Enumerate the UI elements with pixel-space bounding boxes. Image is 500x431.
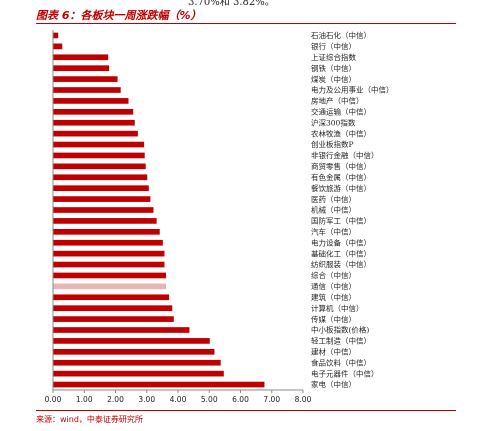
x-tick-label: 2.00 — [107, 395, 124, 404]
category-label: 电力及公用事业（中信） — [311, 85, 394, 95]
category-label: 非银行金融（中信） — [311, 150, 379, 160]
bar — [53, 185, 149, 192]
bar — [53, 338, 210, 344]
bar — [53, 272, 166, 279]
bar — [53, 152, 145, 159]
category-label: 电力设备（中信） — [311, 237, 371, 247]
category-label: 上证综合指数 — [311, 52, 356, 62]
bar — [53, 207, 154, 213]
bar — [53, 43, 63, 50]
bar — [53, 54, 109, 61]
bar — [53, 261, 165, 268]
x-tick-label: 0.00 — [45, 395, 62, 404]
bar — [53, 76, 118, 82]
category-label: 石油石化（中信） — [311, 30, 371, 40]
category-label: 传媒（中信） — [311, 314, 356, 324]
x-tick-label: 8.00 — [295, 395, 312, 404]
x-tick-label: 3.00 — [138, 395, 155, 404]
category-label: 基础化工（中信） — [311, 248, 371, 258]
bar — [53, 359, 221, 366]
bar — [53, 294, 170, 301]
category-label: 房地产（中信） — [311, 96, 364, 106]
category-label: 电子元器件（中信） — [311, 368, 379, 378]
category-label: 商贸零售（中信） — [311, 161, 371, 171]
bar — [53, 283, 166, 290]
figure-title: 图表 6：各板块一周涨跌幅（%） — [36, 9, 202, 22]
category-label: 农林牧渔（中信） — [311, 128, 371, 138]
bar — [53, 239, 163, 246]
bar — [53, 381, 265, 388]
x-tick-label: 4.00 — [170, 395, 187, 404]
category-label: 通信（中信） — [311, 281, 356, 291]
bar — [53, 174, 148, 181]
bar — [53, 163, 146, 170]
title-divider — [36, 23, 456, 24]
category-label: 家电（中信） — [311, 379, 356, 389]
source-note: 来源：wind，中泰证券研究所 — [36, 415, 143, 424]
category-label: 创业板指数P — [311, 139, 354, 149]
bar — [53, 327, 190, 333]
bar — [53, 141, 145, 148]
category-label: 综合（中信） — [311, 270, 356, 280]
category-label: 银行（中信） — [311, 41, 356, 51]
category-label: 餐饮旅游（中信） — [311, 183, 371, 193]
x-tick-label: 5.00 — [201, 395, 218, 404]
bar — [53, 196, 151, 202]
category-label: 建材（中信） — [311, 347, 356, 357]
bar — [53, 65, 110, 72]
x-tick-label: 1.00 — [76, 395, 93, 404]
bar — [53, 130, 138, 137]
category-label: 计算机（中信） — [311, 303, 364, 313]
category-label: 沪深300指数 — [311, 117, 356, 127]
bar — [53, 316, 174, 322]
bar — [53, 305, 173, 312]
bar — [53, 98, 129, 104]
bar — [53, 250, 165, 257]
bar — [53, 228, 160, 235]
category-label: 交通运输（中信） — [311, 107, 371, 117]
category-label: 中小板指数(价格) — [311, 325, 369, 335]
x-tick-label: 7.00 — [263, 395, 280, 404]
category-label: 食品饮料（中信） — [311, 357, 371, 367]
top-text-fragment: 3.70%和 3.82%。 — [188, 0, 275, 8]
category-label: 汽车（中信） — [311, 227, 356, 237]
category-label: 轻工制造（中信） — [311, 336, 371, 346]
bar — [53, 87, 121, 93]
category-label: 有色金属（中信） — [311, 172, 371, 182]
category-label: 建筑（中信） — [311, 292, 356, 302]
bar — [53, 348, 215, 355]
category-label: 国防军工（中信） — [311, 216, 371, 226]
category-label: 钢铁（中信） — [311, 63, 356, 73]
bar — [53, 108, 134, 115]
bar — [53, 32, 59, 39]
category-label: 煤炭（中信） — [311, 74, 356, 84]
x-tick-label: 6.00 — [232, 395, 249, 404]
category-label: 机械（中信） — [311, 205, 356, 215]
bar — [53, 370, 224, 377]
bar — [53, 218, 157, 224]
bar — [53, 119, 135, 126]
source-divider — [36, 410, 456, 411]
category-label: 纺织服装（中信） — [311, 259, 371, 269]
category-label: 医药（中信） — [311, 194, 356, 204]
